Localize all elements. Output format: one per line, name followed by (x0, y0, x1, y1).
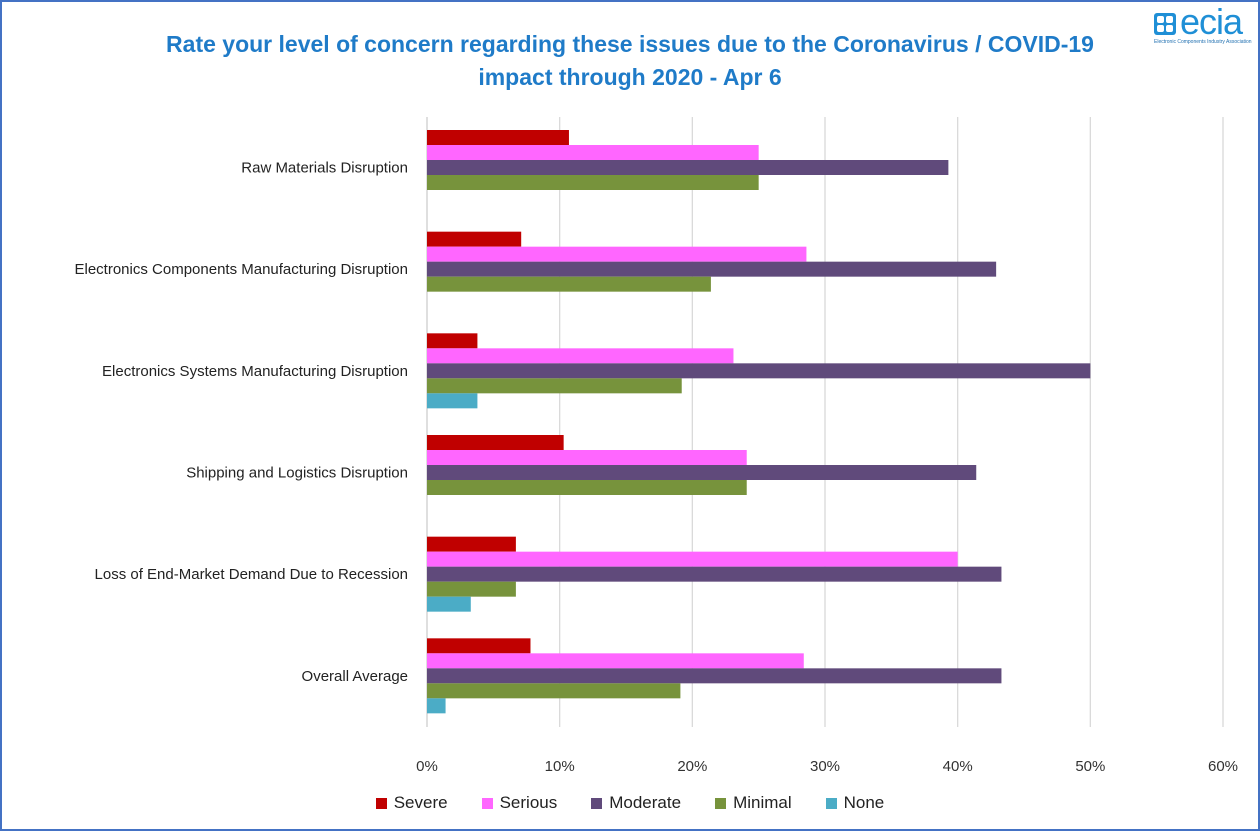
bar-serious (427, 348, 734, 364)
legend-item: Severe (375, 793, 448, 813)
bar-minimal (427, 175, 759, 190)
bar-severe (427, 536, 516, 552)
category-label: Electronics Systems Manufacturing Disrup… (102, 363, 408, 380)
x-tick-label: 20% (677, 758, 707, 775)
bar-serious (427, 145, 759, 160)
x-tick-label: 60% (1208, 758, 1238, 775)
ecia-logo-word: ecia (1180, 1, 1243, 42)
bar-none (427, 393, 478, 409)
ecia-logo-subtitle: Electronic Components Industry Associati… (1154, 39, 1252, 45)
bar-serious (427, 551, 958, 567)
ecia-logo-icon (1154, 13, 1176, 35)
bar-moderate (427, 160, 949, 175)
bar-serious (427, 246, 807, 262)
category-label: Shipping and Logistics Disruption (186, 465, 408, 482)
x-tick-label: 0% (416, 758, 438, 775)
bar-none (427, 698, 446, 714)
bar-minimal (427, 581, 516, 597)
bar-serious (427, 653, 804, 669)
bar-moderate (427, 261, 997, 277)
bar-severe (427, 638, 531, 654)
legend-label: Serious (499, 793, 558, 812)
legend-item: Moderate (591, 793, 681, 813)
bar-moderate (427, 465, 977, 480)
ecia-logo: ecia Electronic Components Industry Asso… (1150, 2, 1254, 48)
bar-moderate (427, 363, 1091, 379)
legend-swatch (715, 797, 727, 809)
category-label: Electronics Components Manufacturing Dis… (75, 261, 409, 278)
category-label: Overall Average (302, 668, 408, 685)
bar-minimal (427, 683, 681, 699)
legend-swatch (375, 797, 387, 809)
chart-legend: Severe Serious Moderate Minimal None (0, 793, 1260, 813)
x-tick-label: 30% (810, 758, 840, 775)
bar-minimal (427, 480, 747, 495)
bar-severe (427, 435, 564, 450)
x-tick-label: 40% (943, 758, 973, 775)
bar-moderate (427, 668, 1002, 684)
category-label: Loss of End-Market Demand Due to Recessi… (95, 566, 408, 583)
x-tick-label: 50% (1075, 758, 1105, 775)
legend-item: Serious (481, 793, 558, 813)
bar-severe (427, 231, 522, 247)
bar-none (427, 596, 471, 612)
legend-label: Moderate (609, 793, 682, 812)
category-label: Raw Materials Disruption (241, 160, 408, 177)
legend-swatch (591, 797, 603, 809)
bar-severe (427, 130, 569, 145)
legend-label: Severe (393, 793, 448, 812)
legend-item: Minimal (715, 793, 792, 813)
x-tick-label: 10% (545, 758, 575, 775)
bar-minimal (427, 378, 682, 394)
chart-title: Rate your level of concern regarding the… (166, 31, 1094, 90)
bar-minimal (427, 276, 711, 292)
legend-item: None (825, 793, 885, 813)
bar-moderate (427, 566, 1002, 582)
legend-label: None (843, 793, 885, 812)
bar-severe (427, 333, 478, 349)
bar-serious (427, 450, 747, 465)
legend-label: Minimal (733, 793, 792, 812)
legend-swatch (481, 797, 493, 809)
legend-swatch (825, 797, 837, 809)
